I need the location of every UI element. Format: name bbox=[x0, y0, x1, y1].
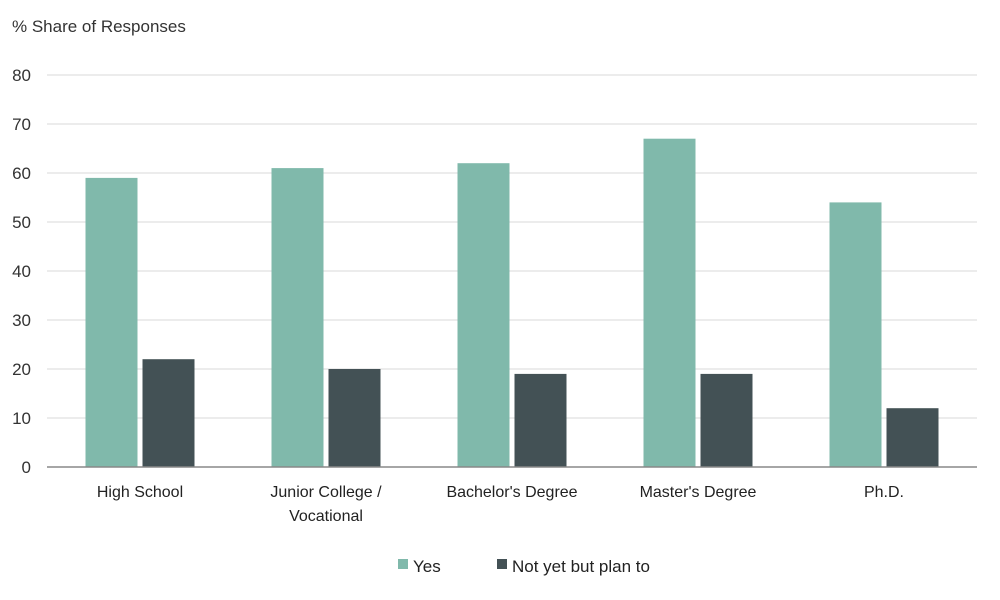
x-category-label-line: Vocational bbox=[289, 508, 363, 525]
x-axis-category-labels: High School Junior College / Vocational Bac… bbox=[97, 484, 904, 525]
legend-label: Yes bbox=[413, 557, 441, 576]
y-tick-label: 10 bbox=[12, 409, 31, 428]
bar-yes bbox=[829, 202, 882, 467]
y-tick-label: 20 bbox=[12, 360, 31, 379]
x-category-label: Master's Degree bbox=[640, 484, 757, 501]
bars bbox=[85, 138, 939, 467]
y-tick-label: 60 bbox=[12, 164, 31, 183]
y-tick-label: 0 bbox=[22, 458, 31, 477]
bar-not-yet-but-plan-to bbox=[328, 369, 381, 467]
y-tick-label: 80 bbox=[12, 66, 31, 85]
bar-not-yet-but-plan-to bbox=[886, 408, 939, 467]
bar-not-yet-but-plan-to bbox=[142, 359, 195, 467]
legend-swatch bbox=[398, 559, 408, 569]
x-category-label-line: Bachelor's Degree bbox=[446, 484, 577, 501]
bar-yes bbox=[85, 177, 138, 467]
x-category-label: Ph.D. bbox=[864, 484, 904, 501]
y-tick-label: 70 bbox=[12, 115, 31, 134]
y-axis-unit-label: % Share of Responses bbox=[12, 17, 186, 36]
bar-not-yet-but-plan-to bbox=[700, 373, 753, 467]
bar-not-yet-but-plan-to bbox=[514, 373, 567, 467]
bar-yes bbox=[271, 168, 324, 467]
y-axis-ticks: 0 10 20 30 40 50 60 70 80 bbox=[12, 66, 31, 477]
bar-yes bbox=[457, 163, 510, 467]
y-tick-label: 40 bbox=[12, 262, 31, 281]
x-category-label-line: Junior College / bbox=[270, 484, 382, 501]
bar-yes bbox=[643, 138, 696, 467]
legend-label: Not yet but plan to bbox=[512, 557, 650, 576]
x-category-label-line: High School bbox=[97, 484, 183, 501]
legend: Yes Not yet but plan to bbox=[398, 557, 650, 576]
x-category-label: Junior College / Vocational bbox=[270, 484, 382, 525]
x-category-label-line: Ph.D. bbox=[864, 484, 904, 501]
y-tick-label: 30 bbox=[12, 311, 31, 330]
y-tick-label: 50 bbox=[12, 213, 31, 232]
legend-swatch bbox=[497, 559, 507, 569]
x-category-label: High School bbox=[97, 484, 183, 501]
gridlines bbox=[47, 74, 977, 419]
x-category-label-line: Master's Degree bbox=[640, 484, 757, 501]
x-category-label: Bachelor's Degree bbox=[446, 484, 577, 501]
